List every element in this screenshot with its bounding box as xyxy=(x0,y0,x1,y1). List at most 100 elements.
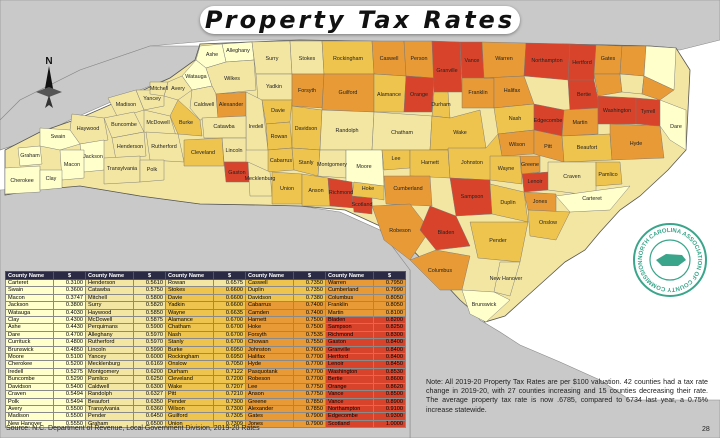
footnote: Note: All 2019-20 Property Tax Rates are… xyxy=(426,378,708,414)
tax-rate-cell: 0.6700 xyxy=(213,323,246,332)
county-label: Buncombe xyxy=(111,122,137,128)
rate-column-header: $ xyxy=(133,271,166,280)
county-name-cell: Watauga xyxy=(5,308,54,318)
table-row: Carteret 0.3100 Henderson 0.5610 Rowan 0.6575… xyxy=(5,278,406,288)
county-label: Jones xyxy=(533,199,548,205)
table-row: Davidson 0.5400 Caldwell 0.6300 Wake 0.7207 Le… xyxy=(5,382,406,392)
tax-rate-cell: 0.5494 xyxy=(53,390,86,399)
tax-rate-cell: 0.7950 xyxy=(373,278,406,288)
county-label: Brunswick xyxy=(472,302,497,308)
county-wayne xyxy=(489,155,523,185)
county-polk xyxy=(139,159,165,183)
county-label: Burke xyxy=(179,120,193,126)
tax-rate-cell: 0.5900 xyxy=(133,323,166,332)
county-label: Harnett xyxy=(421,160,439,166)
tax-rate-cell: 0.6950 xyxy=(213,345,246,355)
compass-north-label: N xyxy=(45,56,52,67)
county-label: Sampson xyxy=(461,194,484,200)
county-name-cell: Pender xyxy=(165,397,214,406)
county-name-cell: Bertie xyxy=(325,375,374,384)
county-label: Randolph xyxy=(335,128,358,134)
table-header-row: County Name $ County Name $ County Name $ Coun… xyxy=(5,271,406,280)
tax-rate-cell: 0.5500 xyxy=(53,404,86,414)
table-row: New Hanover 0.5550 Graham 0.6500 Union 0.7309… xyxy=(5,419,406,429)
county-label: Pamlico xyxy=(598,172,617,178)
county-label: Ashe xyxy=(206,52,218,58)
county-label: Graham xyxy=(20,153,40,159)
county-label: Watauga xyxy=(185,74,206,80)
tax-rate-cell: 0.5750 xyxy=(133,286,166,295)
county-name-cell: McDowell xyxy=(85,316,134,325)
tax-rate-cell: 1.0000 xyxy=(373,419,406,429)
county-hoke xyxy=(351,181,385,201)
county-label: Clay xyxy=(46,176,57,182)
county-label: Macon xyxy=(64,162,80,168)
tax-rate-cell: 0.8200 xyxy=(373,316,406,325)
table-row: Currituck 0.4800 Rutherford 0.5970 Stanly 0.6… xyxy=(5,338,406,347)
tax-rate-cell: 0.7990 xyxy=(373,286,406,295)
tax-rate-cell: 0.3100 xyxy=(53,278,86,288)
tax-rate-cell: 0.7700 xyxy=(293,375,326,384)
county-label: Johnston xyxy=(461,160,483,166)
tax-rate-cell: 0.8250 xyxy=(373,323,406,332)
compass-east-west xyxy=(36,87,62,97)
tax-rate-cell: 0.4430 xyxy=(53,323,86,332)
county-label: Guilford xyxy=(339,90,358,96)
tax-rate-cell: 0.7535 xyxy=(293,330,326,340)
table-row: Madison 0.5500 Pender 0.6450 Guilford 0.7305 G… xyxy=(5,412,406,421)
county-label: Anson xyxy=(308,188,323,194)
tax-rate-cell: 0.5970 xyxy=(133,338,166,347)
county-label: Mitchell xyxy=(150,86,168,92)
county-label: Rutherford xyxy=(151,144,176,150)
county-label: Onslow xyxy=(539,220,557,226)
county-name-cell: Forsyth xyxy=(245,330,294,340)
county-label: Caldwell xyxy=(194,102,214,108)
county-label: Lenoir xyxy=(528,179,543,185)
tax-rate-cell: 0.7850 xyxy=(293,397,326,406)
tax-rate-cell: 0.6200 xyxy=(133,367,166,377)
county-label: Yadkin xyxy=(266,84,282,90)
tax-rate-cell: 0.7550 xyxy=(293,338,326,347)
county-name-cell: Greene xyxy=(245,397,294,406)
county-label: Northampton xyxy=(531,58,562,64)
tax-rate-cell: 0.8600 xyxy=(373,375,406,384)
county-onslow xyxy=(527,209,571,241)
county-name-cell: Currituck xyxy=(5,338,54,347)
county-label: Transylvania xyxy=(107,166,137,172)
county-column-header: County Name xyxy=(165,271,214,280)
tax-rate-cell: 0.8400 xyxy=(373,345,406,355)
county-label: Hertford xyxy=(572,60,591,66)
county-henderson xyxy=(111,131,147,161)
county-cumberland xyxy=(383,175,433,207)
county-name-cell: Clay xyxy=(5,316,54,325)
ncacc-seal: NORTH CAROLINA ASSOCIATION OF COUNTY COM… xyxy=(630,218,708,298)
county-name-cell: Halifax xyxy=(245,353,294,362)
tax-rate-cell: 0.8300 xyxy=(373,330,406,340)
tax-rate-cell: 0.7750 xyxy=(293,382,326,392)
county-label: Richmond xyxy=(329,190,353,196)
county-label: Wake xyxy=(453,130,467,136)
county-label: Alamance xyxy=(377,92,401,98)
county-name-cell: Caswell xyxy=(245,278,294,288)
county-label: Tyrrell xyxy=(641,109,656,115)
county-pamlico xyxy=(595,161,623,187)
county-label: Hyde xyxy=(630,141,643,147)
county-swain xyxy=(39,127,81,151)
county-name-cell: Iredell xyxy=(5,367,54,377)
tax-rate-cell: 0.6350 xyxy=(133,397,166,406)
county-label: Martin xyxy=(573,120,588,126)
county-name-cell: Jackson xyxy=(5,301,54,310)
county-name-cell: Cumberland xyxy=(325,286,374,295)
county-name-cell: Alamance xyxy=(165,316,214,325)
county-name-cell: Durham xyxy=(165,367,214,377)
county-name-cell: Surry xyxy=(85,301,134,310)
tax-rate-cell: 0.9300 xyxy=(373,412,406,421)
county-label: Warren xyxy=(495,56,512,62)
county-wake xyxy=(429,109,487,151)
compass-north-arrow xyxy=(44,66,54,94)
tax-rate-cell: 0.8100 xyxy=(373,308,406,318)
tax-rate-cell: 0.5290 xyxy=(53,375,86,384)
county-name-cell: Polk xyxy=(5,397,54,406)
tax-rate-cell: 0.5970 xyxy=(133,330,166,340)
tax-rate-cell: 0.7207 xyxy=(213,382,246,392)
